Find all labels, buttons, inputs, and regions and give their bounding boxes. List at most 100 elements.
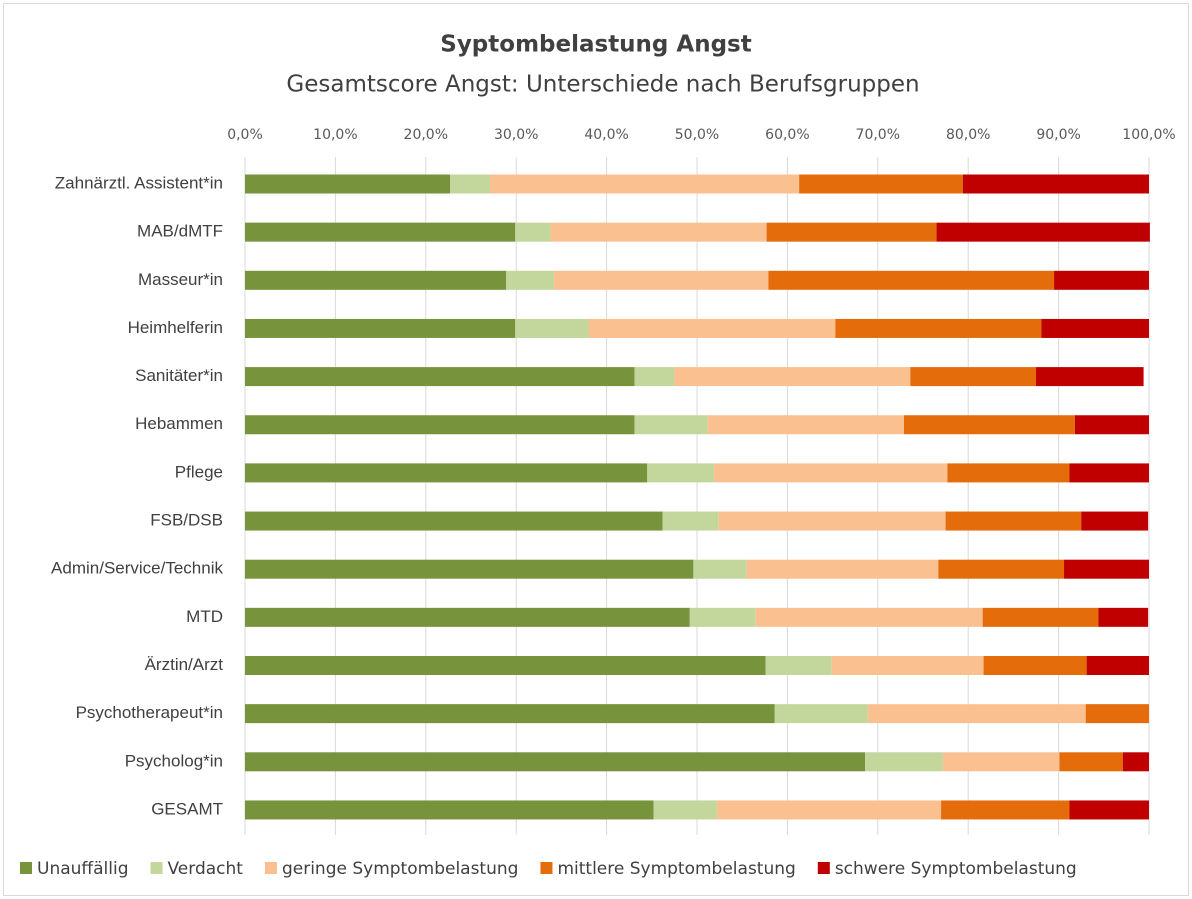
bar-segment [755, 607, 983, 627]
y-tick-label: GESAMT [151, 799, 223, 818]
bar-segment [938, 559, 1065, 579]
bar-segment [245, 270, 507, 290]
bar-segment [647, 463, 715, 483]
chart-frame [3, 3, 1189, 896]
x-tick-label: 30,0% [494, 127, 538, 143]
bar-segment [588, 318, 836, 338]
x-tick-label: 80,0% [946, 127, 990, 143]
bar-segment [245, 463, 648, 483]
bar-segment [1059, 752, 1123, 772]
bar-segment [718, 511, 946, 531]
x-tick-label: 10,0% [313, 127, 357, 143]
y-tick-label: Zahnärztl. Assistent*in [55, 173, 223, 192]
bar-segment [245, 318, 516, 338]
bar-segment [765, 656, 832, 675]
bar-segment [1069, 463, 1149, 483]
legend-swatch [150, 862, 163, 874]
bar-segment [983, 656, 1087, 675]
bar-segment [867, 704, 1086, 724]
y-tick-label: Heimhelferin [128, 318, 223, 337]
x-tick-label: 40,0% [584, 127, 628, 143]
bar-segment [766, 222, 937, 242]
x-tick-label: 90,0% [1036, 127, 1080, 143]
legend-label: Verdacht [168, 859, 244, 879]
bar-segment [245, 367, 635, 387]
bar-segment [634, 415, 708, 435]
y-tick-label: Psychotherapeut*in [76, 703, 223, 722]
bar-segment [245, 704, 775, 724]
bar-segment [1036, 367, 1144, 387]
bar-segment [1081, 511, 1149, 531]
bar-segment [936, 222, 1150, 242]
bar-segment [774, 704, 868, 724]
y-tick-label: Psycholog*in [125, 751, 223, 770]
y-tick-label: FSB/DSB [150, 511, 223, 530]
bar-segment [942, 752, 1060, 772]
bar-segment [1074, 415, 1149, 435]
bar-segment [910, 367, 1036, 387]
bar-segment [799, 174, 963, 194]
bar-segment [962, 174, 1149, 194]
bar-segment [831, 656, 984, 675]
bar-segment [1122, 752, 1149, 772]
bar-segment [1086, 656, 1149, 675]
bar-segment [662, 511, 719, 531]
bar-segment [245, 752, 866, 772]
y-tick-label: Ärztin/Arzt [145, 655, 224, 674]
x-tick-label: 70,0% [856, 127, 900, 143]
bar-segment [1098, 607, 1149, 627]
x-tick-label: 0,0% [227, 127, 263, 143]
bar-segment [245, 174, 451, 194]
bar-segment [550, 222, 767, 242]
bar-segment [450, 174, 490, 194]
x-tick-label: 60,0% [765, 127, 809, 143]
chart-subtitle: Gesamtscore Angst: Unterschiede nach Ber… [286, 72, 919, 98]
bar-segment [245, 607, 690, 627]
x-tick-label: 20,0% [404, 127, 448, 143]
chart-title: Syptombelastung Angst [440, 32, 751, 58]
bar-segment [245, 222, 516, 242]
bar-segment [941, 800, 1070, 820]
legend-label: schwere Symptombelastung [835, 859, 1077, 879]
y-tick-label: Masseur*in [138, 270, 223, 289]
y-tick-label: Sanitäter*in [135, 366, 223, 385]
y-tick-label: Pflege [175, 462, 223, 481]
bar-segment [707, 415, 905, 435]
bar-segment [245, 559, 694, 579]
bar-segment [1085, 704, 1149, 724]
bar-segment [245, 656, 766, 675]
bar-segment [865, 752, 943, 772]
bar-segment [1054, 270, 1149, 290]
legend-label: mittlere Symptombelastung [557, 859, 795, 879]
bar-segment [245, 800, 654, 820]
legend-swatch [264, 862, 277, 874]
legend-swatch [20, 862, 32, 874]
bar-segment [768, 270, 1055, 290]
bar-segment [689, 607, 756, 627]
bar-segment [693, 559, 747, 579]
bar-segment [653, 800, 717, 820]
y-tick-label: MTD [186, 607, 223, 626]
legend-label: geringe Symptombelastung [282, 859, 518, 879]
bar-segment [947, 463, 1070, 483]
bar-segment [515, 318, 589, 338]
y-tick-label: Hebammen [135, 414, 223, 433]
x-tick-label: 50,0% [675, 127, 719, 143]
bar-segment [904, 415, 1075, 435]
bar-segment [714, 463, 948, 483]
y-tick-label: MAB/dMTF [137, 222, 223, 241]
bar-segment [674, 367, 911, 387]
bar-segment [835, 318, 1042, 338]
legend-label: Unauffällig [37, 859, 129, 879]
x-tick-label: 100,0% [1122, 127, 1175, 143]
bar-segment [1064, 559, 1149, 579]
bar-segment [634, 367, 675, 387]
bar-segment [716, 800, 942, 820]
bar-segment [515, 222, 551, 242]
bar-segment [1069, 800, 1149, 820]
bar-segment [489, 174, 800, 194]
bar-segment [945, 511, 1082, 531]
bar-segment [554, 270, 769, 290]
legend-swatch [540, 862, 553, 874]
